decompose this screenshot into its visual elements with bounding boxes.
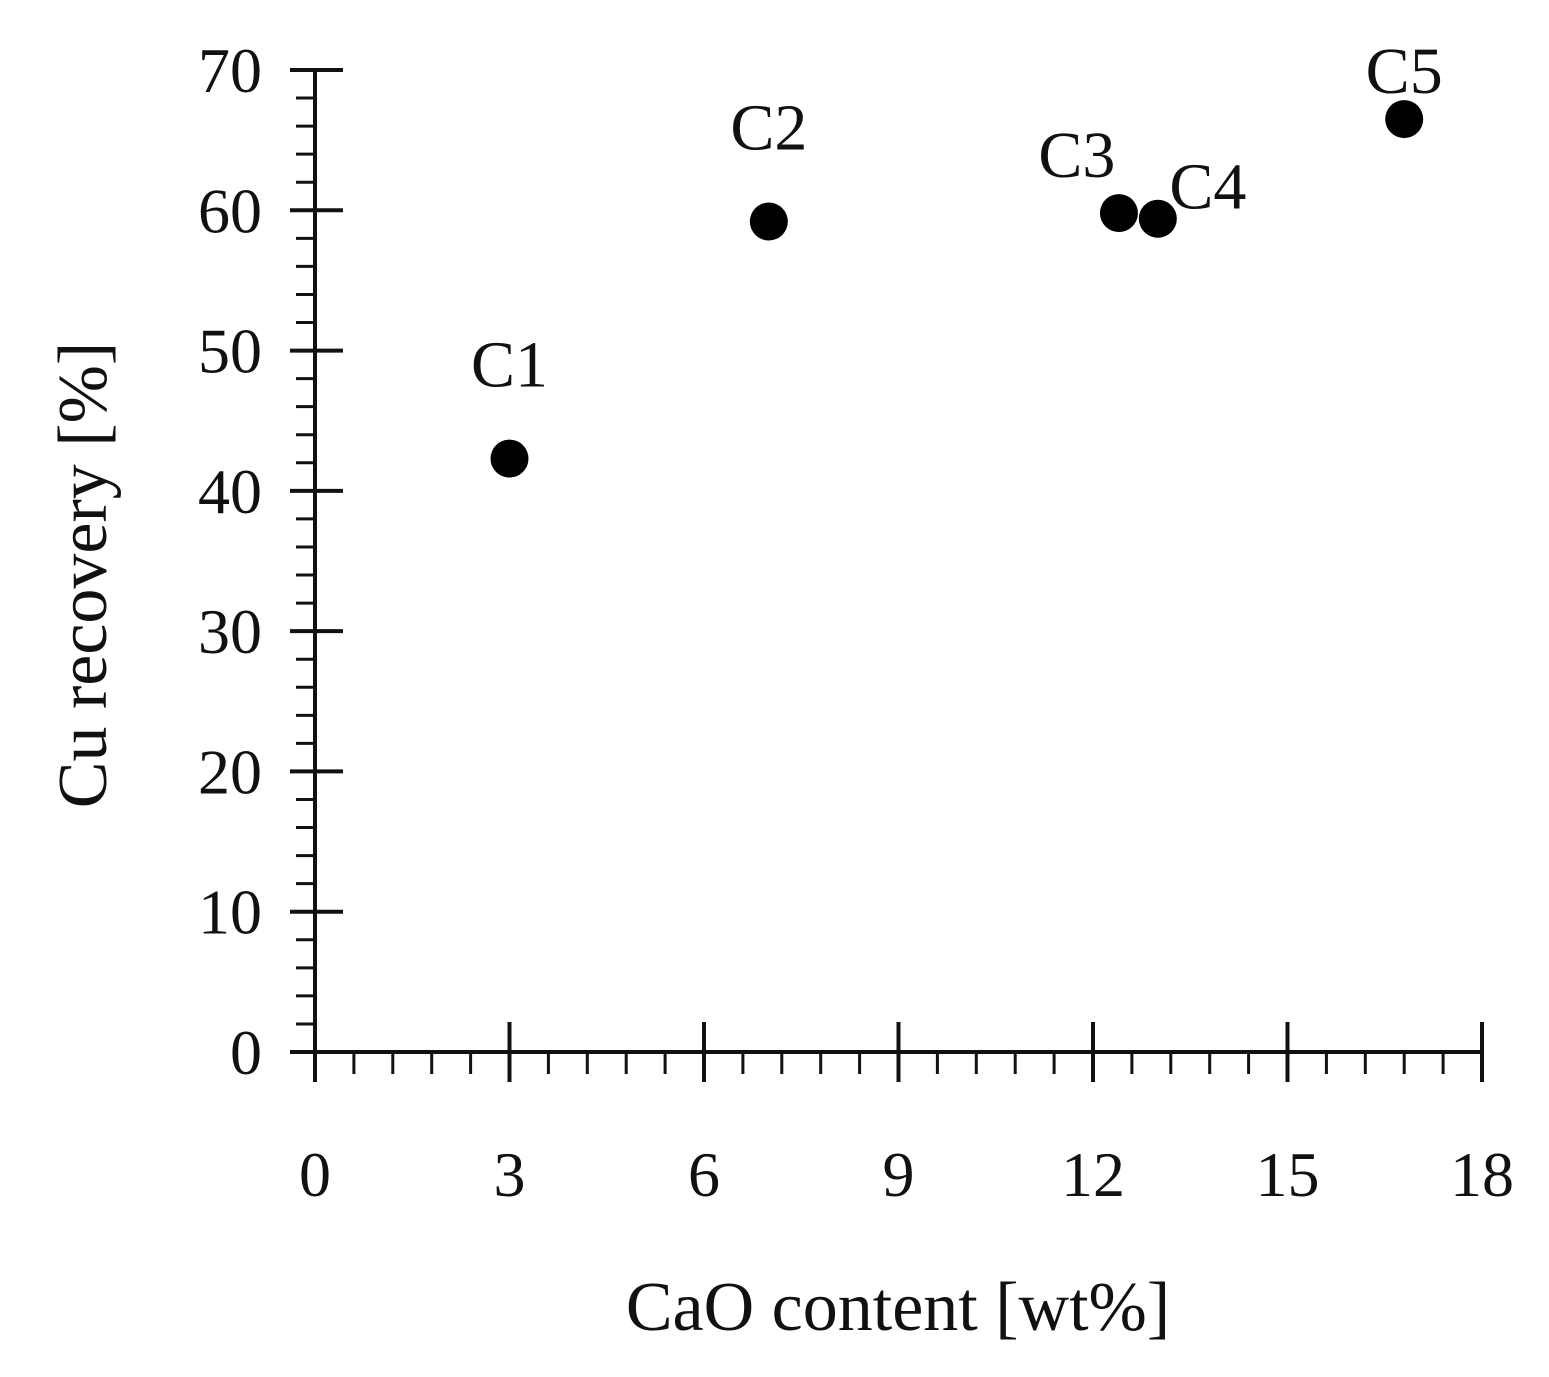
x-tick-label: 15 — [1256, 1139, 1320, 1210]
y-tick-label: 70 — [198, 35, 262, 106]
point-label-c2: C2 — [730, 92, 807, 165]
axes — [290, 70, 1482, 1054]
y-tick-label: 50 — [198, 316, 262, 387]
y-axis-label: Cu recovery [%] — [45, 342, 122, 808]
x-tick-label: 6 — [688, 1139, 720, 1210]
x-axis-label: CaO content [wt%] — [626, 1269, 1170, 1346]
point-label-c4: C4 — [1169, 151, 1246, 224]
point-labels: C1 C2 C3 C4 C5 — [471, 35, 1443, 401]
data-point-c3 — [1099, 194, 1138, 233]
y-tick-label: 10 — [198, 877, 262, 948]
ticks — [290, 68, 1484, 1082]
y-tick-label: 40 — [198, 456, 262, 527]
y-tick-label: 60 — [198, 175, 262, 246]
y-tick-label: 20 — [198, 736, 262, 807]
y-tick-label: 30 — [198, 596, 262, 667]
data-point-c1 — [490, 439, 529, 478]
tick-labels: 0 10 20 30 40 50 60 70 0 3 6 9 12 15 18 — [198, 35, 1514, 1210]
data-point-c5 — [1385, 100, 1424, 139]
x-tick-label: 12 — [1061, 1139, 1125, 1210]
x-tick-label: 18 — [1450, 1139, 1514, 1210]
data-point-c4 — [1138, 199, 1177, 238]
x-tick-label: 9 — [883, 1139, 915, 1210]
x-tick-label: 0 — [299, 1139, 331, 1210]
data-points — [490, 100, 1424, 478]
point-label-c1: C1 — [471, 329, 548, 402]
data-point-c2 — [749, 202, 788, 241]
x-tick-label: 3 — [494, 1139, 526, 1210]
y-tick-label: 0 — [230, 1017, 262, 1088]
point-label-c3: C3 — [1038, 119, 1115, 192]
point-label-c5: C5 — [1366, 35, 1443, 108]
